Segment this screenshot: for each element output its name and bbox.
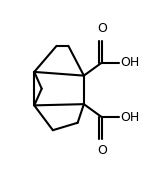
Text: OH: OH xyxy=(120,56,140,69)
Text: OH: OH xyxy=(120,111,140,124)
Text: O: O xyxy=(97,145,107,158)
Text: O: O xyxy=(97,22,107,35)
